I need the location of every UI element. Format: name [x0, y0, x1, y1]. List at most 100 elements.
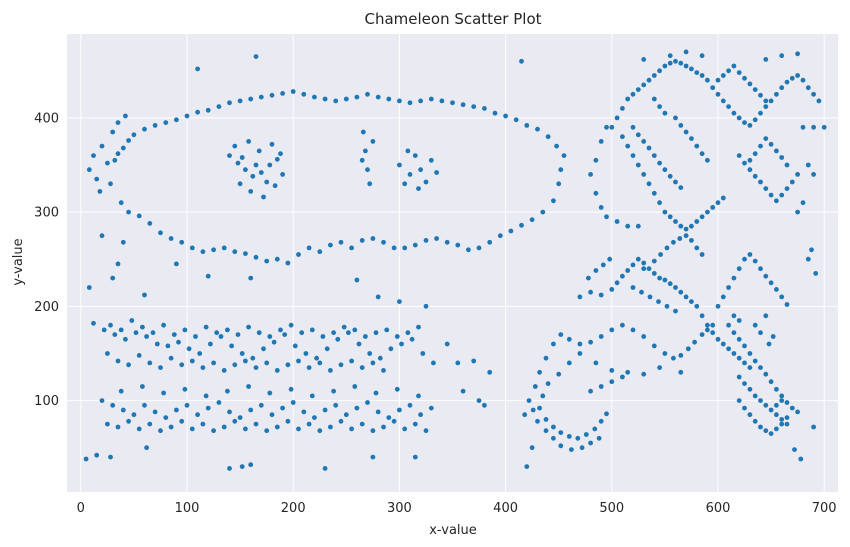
data-point [742, 343, 747, 349]
data-point [412, 242, 418, 248]
data-point [593, 360, 599, 366]
data-point [768, 192, 774, 198]
data-point [386, 415, 392, 420]
data-point [292, 343, 298, 349]
data-point [705, 327, 710, 333]
data-point [365, 91, 370, 97]
data-point [497, 233, 503, 239]
data-point [763, 273, 769, 279]
data-point [152, 123, 158, 128]
data-point [269, 92, 275, 98]
data-point [482, 402, 487, 408]
data-point [758, 398, 763, 403]
data-point [694, 219, 700, 224]
data-point [86, 285, 92, 290]
data-point [678, 60, 684, 66]
data-point [147, 421, 153, 427]
data-point [397, 162, 402, 168]
data-point [460, 102, 466, 108]
data-point [699, 332, 705, 337]
data-point [763, 98, 769, 104]
data-point [720, 341, 726, 347]
data-point [604, 214, 609, 220]
data-point [575, 435, 581, 441]
data-point [747, 123, 753, 128]
data-point [409, 336, 415, 342]
data-point [322, 466, 328, 471]
data-point [216, 400, 222, 405]
data-point [123, 336, 128, 342]
data-point [108, 454, 113, 460]
data-point [779, 53, 785, 59]
data-point [630, 262, 636, 268]
data-point [150, 330, 156, 336]
data-point [598, 205, 604, 210]
data-point [227, 466, 232, 471]
data-point [450, 100, 455, 106]
data-point [269, 412, 275, 418]
data-point [381, 368, 386, 373]
data-point [641, 260, 647, 266]
data-point [651, 190, 657, 196]
data-point [683, 63, 689, 69]
data-point [795, 51, 800, 57]
data-point [152, 409, 158, 415]
data-point [537, 369, 542, 375]
data-point [195, 66, 201, 72]
data-point [736, 374, 742, 380]
data-point [635, 223, 641, 229]
data-point [667, 281, 673, 287]
data-point [352, 327, 358, 333]
data-point [720, 195, 726, 201]
data-point [261, 194, 266, 200]
data-point [232, 362, 238, 368]
data-point [373, 330, 379, 336]
data-point [805, 256, 811, 262]
data-point [239, 351, 245, 356]
data-point [237, 415, 243, 420]
data-point [365, 400, 370, 405]
data-point [126, 138, 131, 143]
data-point [731, 313, 737, 319]
data-point [600, 262, 606, 268]
data-point [798, 456, 804, 462]
data-point [752, 117, 758, 123]
data-point [363, 334, 368, 339]
data-point [423, 238, 429, 243]
data-point [444, 239, 450, 245]
data-point [131, 412, 137, 418]
data-point [320, 334, 326, 339]
data-point [285, 418, 291, 424]
data-point [158, 365, 163, 370]
data-point [673, 219, 678, 224]
data-point [176, 339, 181, 345]
y-tick-label: 200 [34, 300, 59, 315]
data-point [689, 66, 694, 72]
y-tick-labels: 100 200 300 400 [34, 111, 59, 409]
data-point [118, 327, 124, 333]
data-point [343, 412, 349, 418]
data-point [598, 292, 604, 298]
data-point [535, 418, 540, 424]
data-point [211, 360, 217, 366]
data-point [694, 245, 700, 251]
data-point [784, 302, 790, 307]
data-point [466, 247, 471, 253]
data-point [705, 209, 710, 215]
data-point [763, 136, 769, 142]
data-point [726, 346, 731, 352]
data-point [200, 365, 206, 370]
data-point [784, 186, 790, 192]
data-point [662, 277, 668, 283]
data-point [768, 431, 774, 436]
data-point [774, 412, 779, 418]
data-point [282, 332, 288, 337]
data-point [243, 358, 248, 364]
data-point [779, 393, 785, 399]
data-point [375, 294, 381, 300]
data-point [306, 245, 312, 251]
data-point [367, 351, 373, 356]
data-point [349, 245, 354, 251]
